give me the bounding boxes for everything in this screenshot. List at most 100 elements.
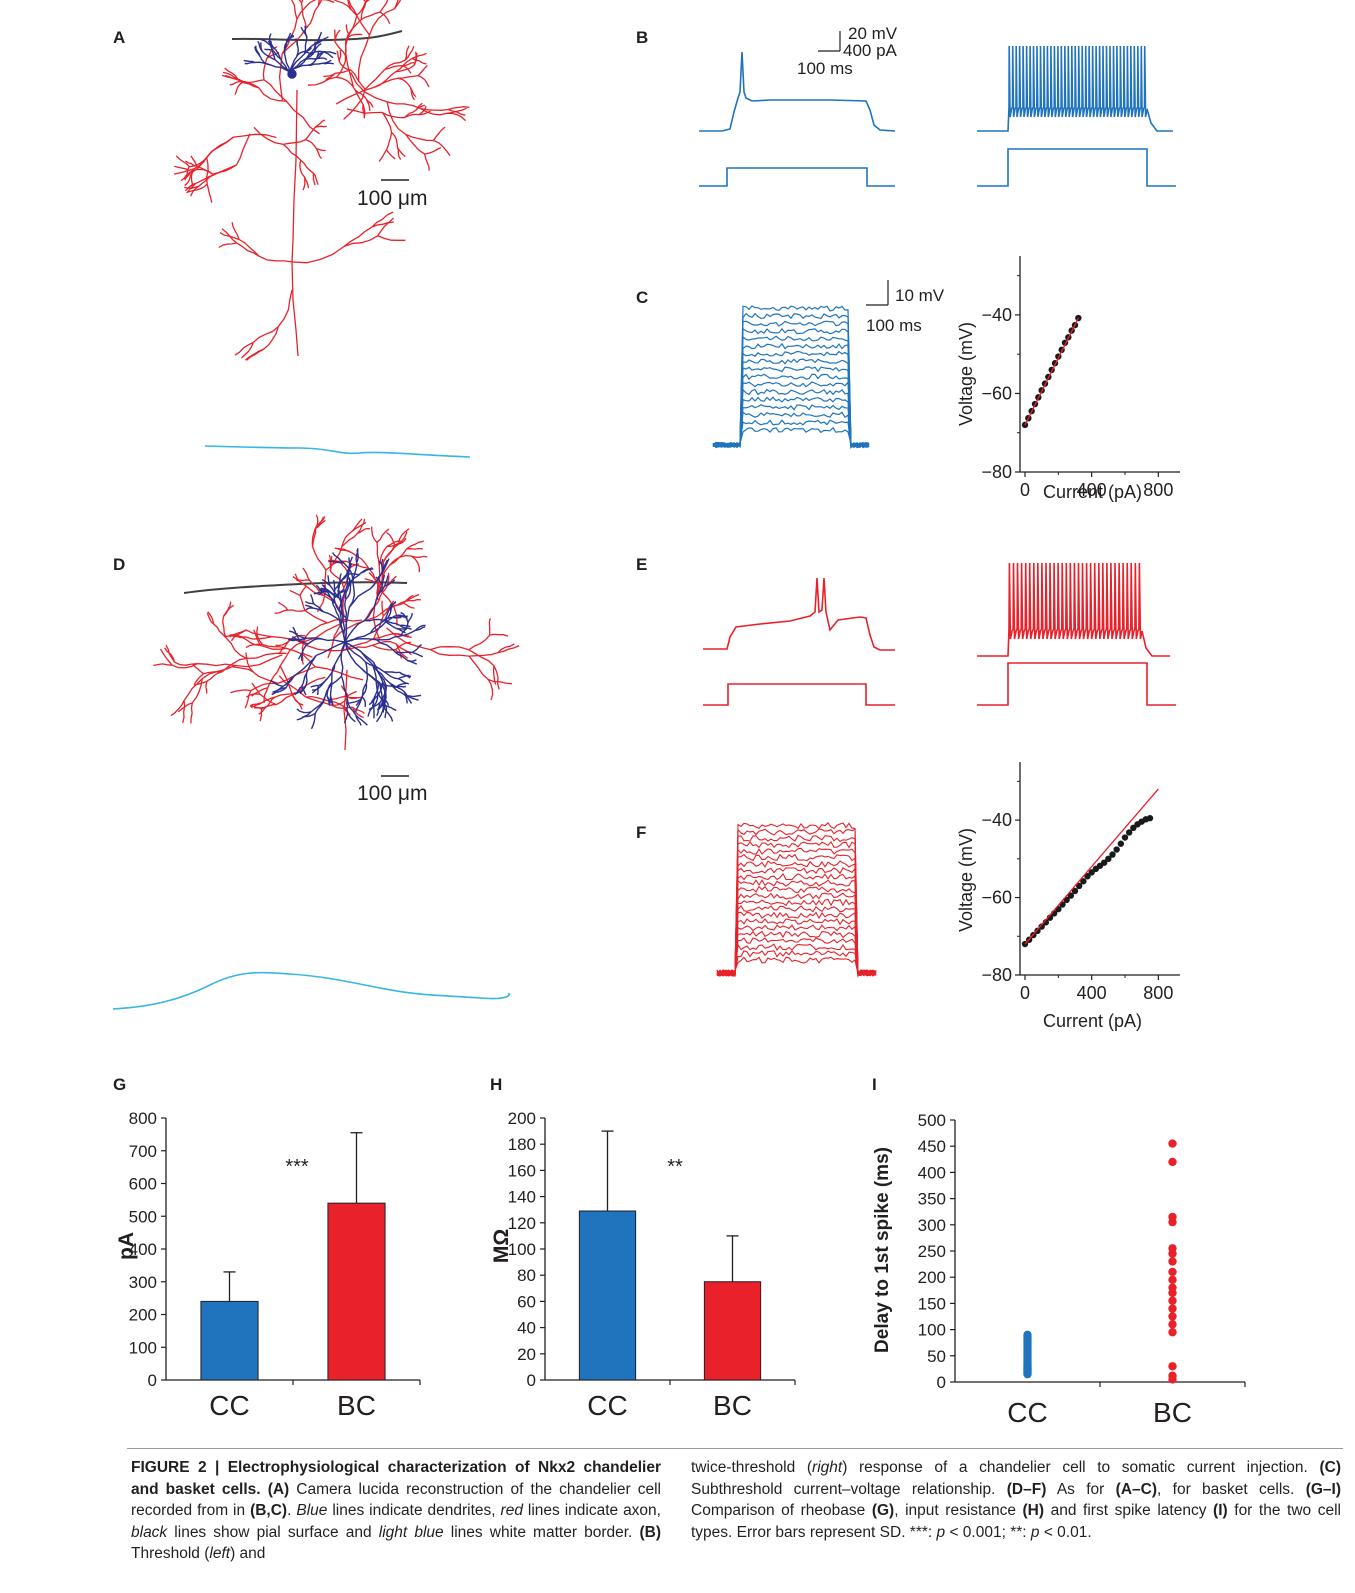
h-y-tick-label: 60 [517,1292,536,1311]
axon-branch [219,231,240,241]
step-response-trace [712,320,870,449]
dendrite-branch [365,661,385,673]
soma [287,69,297,79]
bar-chart-h: MΩ ** 0 20 40 60 80 100 120 140 160 180 200 CC BC [490,1109,796,1421]
axon-branch [250,702,262,707]
axon-branch [389,548,408,566]
axon-branch [306,5,319,29]
axon-branch [256,626,263,645]
axon-branch [275,641,289,647]
iv-f-data-point [1109,851,1116,858]
dendrite-branch [405,694,422,698]
axon-branch [287,609,306,612]
dendrite-branch [262,51,276,61]
axon-branch [386,101,407,136]
axon-branch [311,528,316,547]
dendrite-branch [384,611,392,623]
h-category-label: BC [713,1390,752,1421]
dendrite-branch [274,59,291,73]
axon-branch [190,171,194,189]
caption-text: . [287,1502,297,1519]
dendrite-branch [398,678,409,685]
axon-branch [314,514,319,529]
i-y-tick-label: 100 [918,1321,946,1340]
axon-branch [376,528,390,543]
axon-branch [184,166,190,181]
axon-branch [379,0,389,13]
axon-branch [317,0,320,6]
dendrite-branch [273,47,282,60]
dendrite-branch [301,643,309,654]
g-y-tick-label: 700 [129,1142,157,1161]
axon-branch [446,107,467,115]
axon-branch [305,622,328,637]
iv-plot-f: Current (pA) Voltage (mV) 0 400 800 −40 −60 −… [956,762,1180,1031]
dendrite-branch [338,597,344,616]
white-matter-border [112,971,511,1010]
dendrite-branch [283,41,288,54]
step-response-trace [716,853,877,977]
i-y-tick-label: 0 [937,1373,946,1392]
g-y-tick-label: 300 [129,1273,157,1292]
dendrite-branch [369,572,383,590]
h-y-tick-label: 80 [517,1266,536,1285]
axon-branch [493,665,500,690]
axon-branch [398,531,408,545]
axon-branch [350,69,366,90]
axon-branch [338,49,342,62]
i-category-label: BC [1153,1397,1192,1428]
dendrite-branch [326,682,333,696]
axon-branch [354,89,368,100]
axon-branch [333,620,365,640]
dendrite-branch [267,40,275,49]
i-data-point-bc [1168,1362,1177,1371]
axon-branch [357,527,371,534]
axon-branch [234,81,245,95]
dendrite-branch [411,644,423,653]
dendrite-branch [296,711,312,721]
iv-f-data-point [1121,834,1129,841]
dendrite-branch [377,681,384,696]
dendrite-branch [288,630,297,635]
axon-branch [489,633,509,637]
caption-text: ) response of a chandelier cell to somat… [842,1459,1320,1476]
axon-branch [300,159,314,174]
step-response-trace [716,879,877,977]
scale-bar-c [866,280,889,306]
axon-branch [391,131,399,148]
twice-threshold-current-trace [977,662,1176,706]
axon-branch [258,707,266,715]
axon-branch [233,133,277,139]
axon-branch [316,0,335,4]
i-data-point-bc [1168,1304,1177,1313]
dendrite-branch [270,679,284,687]
iv-c-ylabel: Voltage (mV) [956,322,976,426]
dendrite-branch [397,614,408,618]
caption-em: p [936,1523,946,1541]
axon-branch [386,149,396,160]
dendrite-branch [404,692,408,704]
pial-surface-line [231,30,403,42]
dendrite-branch [381,558,390,574]
axon-branch [487,679,494,701]
axon-branch [164,647,176,663]
axon-branch [417,75,430,88]
g-y-tick-label: 0 [148,1371,157,1390]
axon-branch [259,708,263,722]
dendrite-branch [395,685,407,688]
axon-branch [343,226,373,247]
i-data-point-bc [1168,1296,1177,1305]
axon-branch [413,51,417,66]
dendrite-branch [371,664,378,690]
axon-branch [212,164,237,175]
caption-text: lines show pial surface and [167,1523,379,1541]
axon-branch [246,652,287,660]
caption-text: < 0.001; **: [945,1523,1031,1541]
dendrite-branch [383,575,389,587]
dendrite-branch [344,619,365,643]
dendrite-branch [355,715,362,726]
dendrite-branch [377,680,386,695]
axon-arbor [153,514,520,751]
axon-branch [411,555,428,558]
axon-branch [371,211,394,228]
